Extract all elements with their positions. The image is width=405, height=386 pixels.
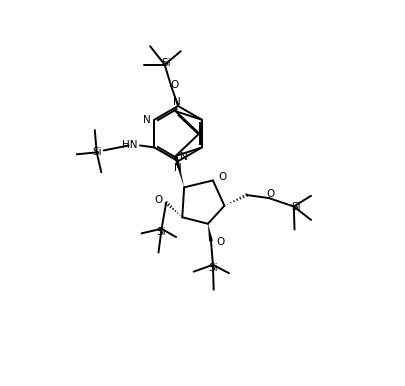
Text: Si: Si [208,263,218,273]
Text: O: O [154,195,163,205]
Text: N: N [174,163,181,173]
Text: HN: HN [122,141,137,151]
Text: N: N [180,152,188,162]
Text: Si: Si [161,58,171,68]
Text: O: O [266,189,274,199]
Text: Si: Si [156,227,166,237]
Text: N: N [143,115,151,125]
Text: O: O [218,173,226,182]
Text: O: O [170,80,178,90]
Text: N: N [172,96,180,107]
Text: O: O [216,237,224,247]
Text: Si: Si [92,147,102,157]
Text: Si: Si [290,202,300,212]
Polygon shape [207,224,212,241]
Polygon shape [173,156,184,187]
